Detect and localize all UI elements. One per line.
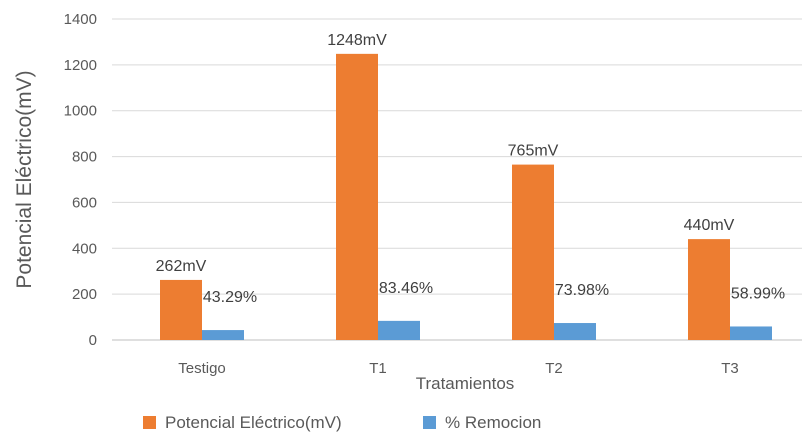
data-label-potencial: 262mV	[156, 258, 207, 275]
bar-remocion	[730, 326, 772, 340]
y-tick-label: 1400	[64, 11, 97, 28]
bar-remocion	[378, 320, 420, 340]
bar-remocion	[554, 323, 596, 340]
data-label-potencial: 440mV	[684, 217, 735, 234]
y-axis-ticks: 0 200 400 600 800 1000 1200 1400	[64, 11, 97, 349]
data-labels: 262mV 43.29% 1248mV 83.46% 765mV 73.98% 440mV 5…	[156, 32, 785, 306]
y-tick-label: 0	[89, 332, 97, 349]
data-label-remocion: 43.29%	[203, 289, 257, 306]
bars	[160, 53, 772, 340]
data-label-potencial: 1248mV	[327, 32, 387, 49]
x-tick-label: T3	[721, 360, 739, 377]
legend-swatch	[423, 416, 436, 429]
x-tick-label: T1	[369, 360, 387, 377]
y-tick-label: 1200	[64, 57, 97, 74]
data-label-potencial: 765mV	[508, 143, 559, 160]
legend: Potencial Eléctrico(mV) % Remocion	[143, 413, 541, 432]
x-axis-ticks: Testigo T1 T2 T3	[178, 360, 739, 377]
data-label-remocion: 83.46%	[379, 280, 433, 297]
bar-potencial	[336, 53, 378, 340]
y-axis-title: Potencial Eléctrico(mV)	[13, 70, 36, 288]
data-label-remocion: 73.98%	[555, 282, 609, 299]
y-tick-label: 1000	[64, 103, 97, 120]
gridlines	[112, 18, 802, 295]
legend-label: Potencial Eléctrico(mV)	[165, 413, 342, 432]
y-tick-label: 400	[72, 240, 97, 257]
legend-swatch	[143, 416, 156, 429]
y-tick-label: 600	[72, 194, 97, 211]
bar-potencial	[512, 164, 554, 340]
x-axis-title: Tratamientos	[416, 374, 515, 393]
bar-potencial	[688, 239, 730, 340]
y-tick-label: 200	[72, 286, 97, 303]
y-tick-label: 800	[72, 149, 97, 166]
bar-remocion	[202, 330, 244, 340]
data-label-remocion: 58.99%	[731, 285, 785, 302]
bar-potencial	[160, 279, 202, 340]
x-tick-label: T2	[545, 360, 563, 377]
legend-label: % Remocion	[445, 413, 541, 432]
x-tick-label: Testigo	[178, 360, 226, 377]
